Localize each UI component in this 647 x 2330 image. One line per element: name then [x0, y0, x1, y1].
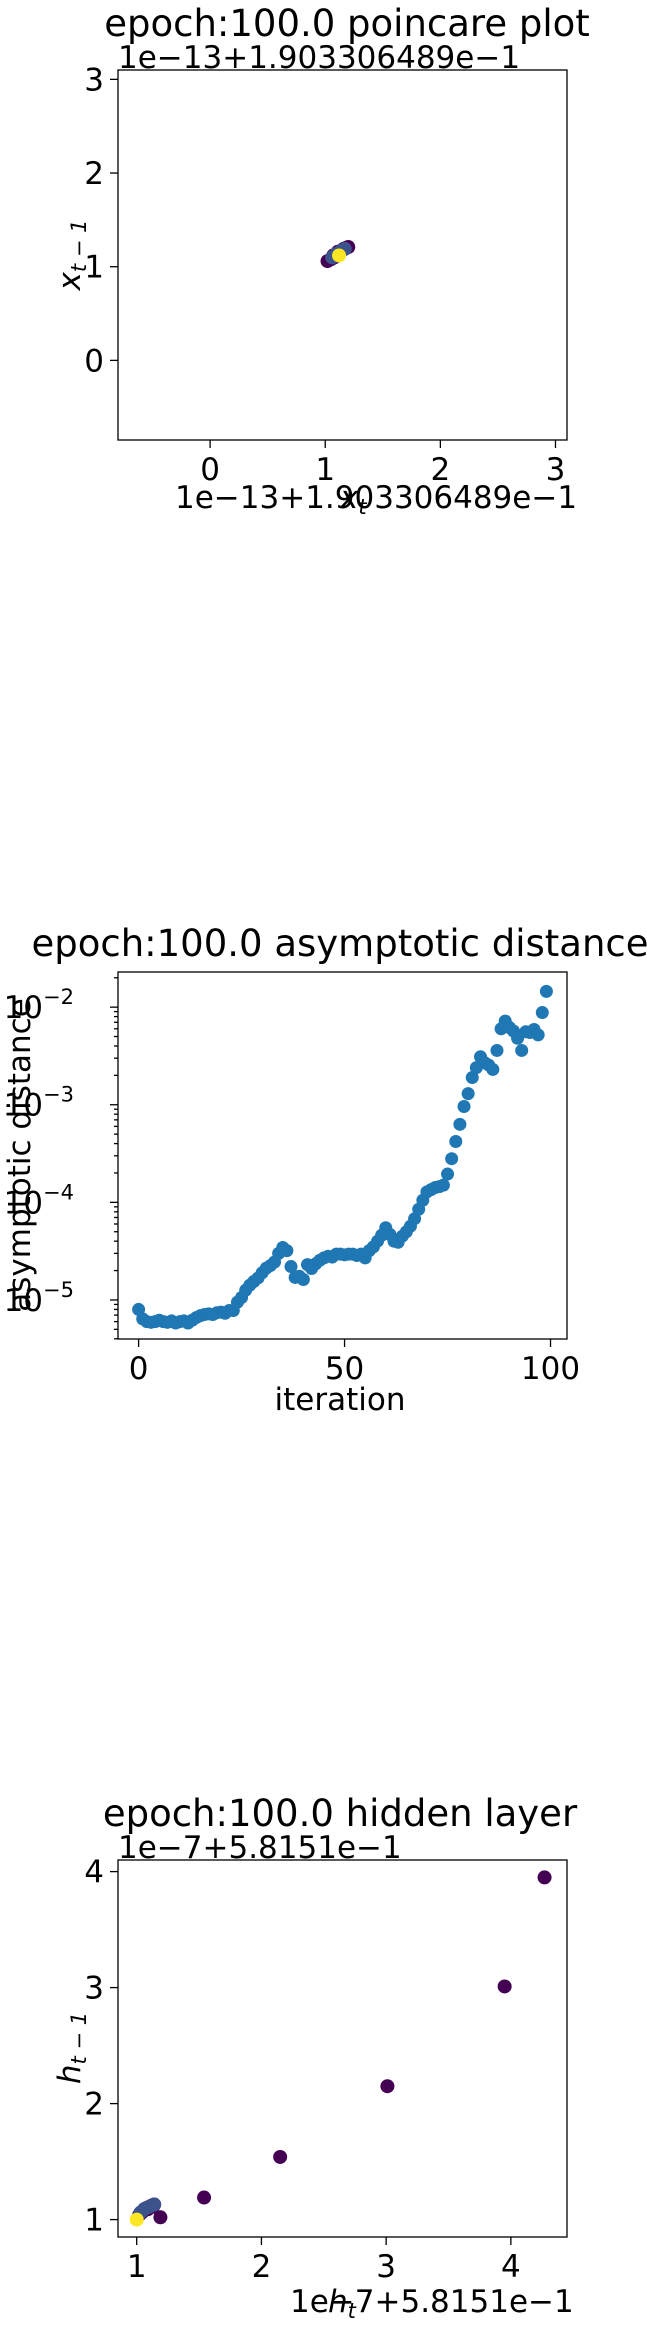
chart2-point [490, 1043, 504, 1057]
chart3-y-tick-label: 1 [84, 2203, 104, 2239]
chart3-point [197, 2190, 212, 2205]
chart2-points [132, 984, 553, 1330]
poincare-plot-chart: epoch:100.0 poincare plot 1e−13+1.903306… [52, 2, 590, 519]
chart2-point [486, 1062, 500, 1076]
chart3-point [153, 2210, 168, 2225]
chart1-title: epoch:100.0 poincare plot [104, 2, 590, 45]
chart3-y-axis-label: ht − 1 [52, 2012, 91, 2084]
chart1-point [332, 248, 347, 263]
chart2-point [461, 1087, 475, 1101]
chart3-y-ticks: 1 2 3 4 [84, 1855, 118, 2239]
chart1-x-tick-label: 2 [430, 452, 450, 488]
chart2-point [280, 1244, 294, 1258]
chart3-y-tick-label: 2 [84, 2087, 104, 2123]
chart3-point [497, 1979, 512, 1994]
chart2-title: epoch:100.0 asymptotic distance [31, 922, 647, 965]
chart3-point [537, 1870, 552, 1885]
chart1-y-tick-label: 0 [84, 343, 104, 379]
chart3-x-tick-label: 3 [376, 2249, 396, 2285]
chart2-x-tick-label: 100 [521, 1351, 580, 1387]
chart2-point [453, 1117, 467, 1131]
chart3-points [129, 1870, 552, 2227]
chart3-y-tick-label: 3 [84, 1971, 104, 2007]
chart1-plot-frame [117, 69, 568, 441]
chart1-x-offset-text: 1e−13+1.903306489e−1 [175, 480, 577, 516]
chart3-x-tick-label: 4 [501, 2249, 521, 2285]
chart3-title: epoch:100.0 hidden layer [103, 1792, 578, 1835]
chart1-points [320, 240, 356, 269]
chart3-point [129, 2212, 144, 2227]
chart3-x-offset-text: 1e−7+5.8151e−1 [290, 2284, 574, 2320]
chart2-x-ticks: 0 50 100 [129, 1339, 580, 1387]
chart2-point [445, 1152, 459, 1166]
chart1-x-ticks: 0 1 2 3 [200, 440, 565, 488]
chart1-y-axis-label: xt − 1 [52, 220, 91, 292]
chart2-x-tick-label: 50 [325, 1351, 364, 1387]
chart3-point [147, 2197, 162, 2212]
chart2-point [465, 1071, 479, 1085]
chart2-point [441, 1167, 455, 1181]
chart2-point [531, 1028, 545, 1042]
chart3-x-ticks: 1 2 3 4 [127, 2237, 521, 2285]
chart3-point [273, 2149, 288, 2164]
chart2-y-axis-label: asymptotic distance [2, 998, 38, 1312]
chart2-point [515, 1043, 529, 1057]
chart1-x-tick-label: 1 [315, 452, 335, 488]
chart3-point [380, 2079, 395, 2094]
chart1-x-tick-label: 0 [200, 452, 220, 488]
chart3-y-tick-label: 4 [84, 1855, 104, 1891]
chart2-point [284, 1260, 298, 1274]
chart3-x-tick-label: 2 [252, 2249, 272, 2285]
chart1-y-tick-label: 2 [84, 156, 104, 192]
hidden-layer-chart: epoch:100.0 hidden layer 1e−7+5.8151e−1 … [52, 1792, 578, 2323]
chart3-plot-frame [117, 1859, 568, 2238]
chart1-y-ticks: 0 1 2 3 [84, 62, 118, 379]
chart3-x-tick-label: 1 [127, 2249, 147, 2285]
chart2-point [449, 1135, 463, 1149]
chart1-y-tick-label: 1 [84, 250, 104, 286]
asymptotic-distance-chart: epoch:100.0 asymptotic distance 0 50 100 1… [2, 922, 647, 1418]
chart1-x-tick-label: 3 [546, 452, 566, 488]
chart2-point [535, 1006, 549, 1020]
chart2-point [457, 1099, 471, 1113]
chart1-y-tick-label: 3 [84, 62, 104, 98]
chart2-point [539, 984, 553, 998]
chart2-point [296, 1273, 310, 1287]
chart2-x-tick-label: 0 [129, 1351, 149, 1387]
chart2-x-axis-label: iteration [275, 1382, 406, 1418]
chart2-point [436, 1178, 450, 1192]
